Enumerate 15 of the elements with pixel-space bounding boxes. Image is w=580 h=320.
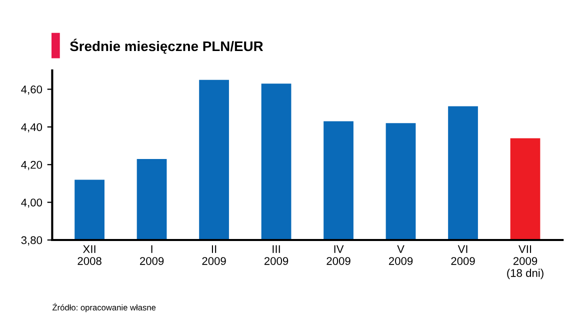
y-tick-label: 4,00 [21, 198, 42, 208]
x-tick-label: IV 2009 [326, 245, 350, 265]
x-tick-label: VII 2009 (18 dni) [507, 245, 544, 280]
chart-title: Średnie miesięczne PLN/EUR [70, 38, 264, 54]
y-tick-label: 4,20 [21, 160, 42, 170]
x-tick-label: VI 2009 [451, 245, 475, 265]
y-tick-label: 4,60 [21, 86, 42, 95]
y-tick-label: 4,40 [21, 123, 42, 132]
y-tick-label: 3,80 [21, 236, 42, 246]
text: Źródło: opracowanie własne [52, 303, 156, 312]
x-tick-label: II 2009 [202, 245, 226, 265]
x-tick-label: V 2009 [388, 245, 413, 265]
x-tick-label: I 2009 [140, 245, 164, 265]
x-tick-label: III 2009 [264, 245, 288, 265]
x-tick-label: XII 2008 [78, 245, 102, 265]
